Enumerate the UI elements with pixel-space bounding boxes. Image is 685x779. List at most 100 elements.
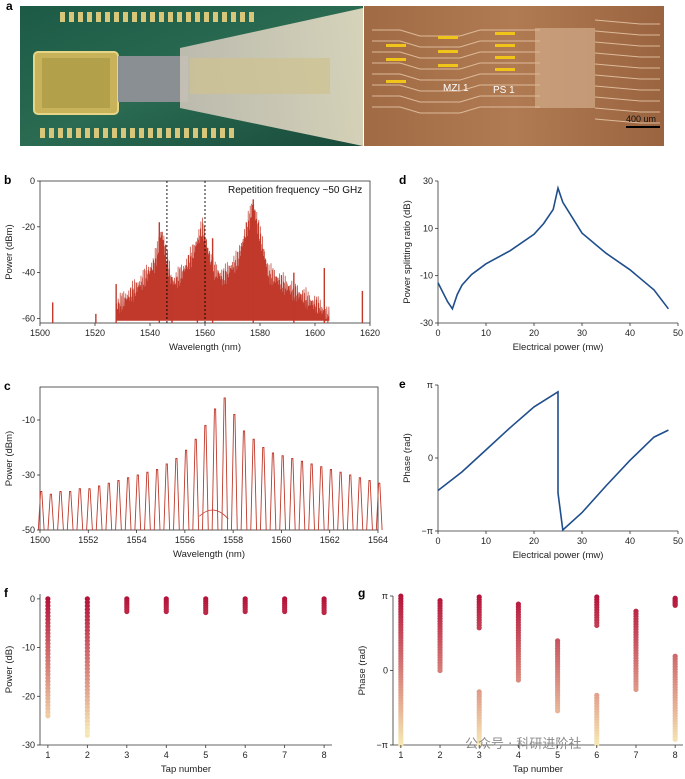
scale-bar-label: 400 um — [626, 114, 656, 124]
x-tick-label: 2 — [85, 750, 90, 760]
comb-line — [144, 471, 151, 531]
tap-point — [672, 602, 678, 608]
x-tick-label: 2 — [438, 750, 443, 760]
comb-line — [279, 455, 286, 531]
pcb-pad — [76, 128, 81, 138]
comb-line — [211, 408, 219, 531]
pcb-pad — [58, 128, 63, 138]
x-tick-label: 7 — [282, 750, 287, 760]
tap-point — [437, 667, 443, 674]
y-tick-label: 0 — [428, 453, 433, 463]
comb-line — [105, 482, 113, 531]
plot-axes — [437, 181, 678, 324]
comb-line — [337, 471, 344, 531]
waveguide — [372, 51, 540, 59]
x-tick-label: 40 — [625, 328, 635, 338]
y-axis-label: Power (dBm) — [4, 224, 15, 279]
pcb-pad — [175, 128, 180, 138]
x-tick-label: 10 — [481, 536, 491, 546]
phase-shifter — [438, 50, 458, 53]
x-tick-label: 50 — [673, 536, 683, 546]
x-tick-label: 5 — [555, 750, 560, 760]
y-tick-label: −π — [377, 740, 388, 750]
pcb-pad — [87, 12, 92, 22]
tap-point — [45, 713, 51, 719]
tap-point — [321, 609, 327, 616]
pcb-pad — [123, 12, 128, 22]
y-tick-label: 10 — [423, 223, 433, 233]
y-tick-label: π — [382, 591, 388, 601]
x-tick-label: 20 — [529, 328, 539, 338]
y-tick-label: -40 — [22, 268, 35, 278]
tap-point — [84, 732, 90, 738]
comb-line — [221, 397, 229, 531]
x-tick-label: 3 — [477, 750, 482, 760]
panel-label-a: a — [6, 0, 13, 13]
pcb-pad — [103, 128, 108, 138]
comb-line — [356, 477, 364, 531]
x-tick-label: 0 — [435, 328, 440, 338]
y-tick-label: -30 — [22, 470, 35, 480]
comb-line — [37, 491, 45, 531]
x-tick-label: 6 — [594, 750, 599, 760]
x-tick-label: 1558 — [223, 535, 243, 545]
x-tick-label: 1580 — [250, 328, 270, 338]
waveguide — [594, 96, 660, 102]
phase-shifter — [438, 36, 458, 39]
x-tick-label: 1600 — [305, 328, 325, 338]
y-tick-label: -10 — [420, 271, 433, 281]
pcb-pad — [193, 128, 198, 138]
comb-line — [346, 474, 354, 531]
waveguide — [372, 62, 540, 70]
comb-line — [115, 480, 122, 531]
x-tick-label: 8 — [322, 750, 327, 760]
pcb-pad — [150, 12, 155, 22]
tap-point — [633, 686, 639, 693]
x-tick-label: 1562 — [320, 535, 340, 545]
x-tick-label: 4 — [516, 750, 521, 760]
series-line — [437, 185, 670, 311]
waveguide — [594, 118, 660, 124]
y-tick-label: -10 — [22, 643, 35, 653]
y-tick-label: 0 — [383, 666, 388, 676]
comb-line — [66, 491, 74, 531]
x-axis-label: Wavelength (nm) — [173, 549, 245, 560]
tap-point — [594, 622, 600, 629]
pcb-pad — [78, 12, 83, 22]
waveguide — [594, 30, 660, 36]
x-tick-label: 1500 — [30, 328, 50, 338]
x-tick-label: 1 — [398, 750, 403, 760]
x-tick-label: 40 — [625, 536, 635, 546]
x-axis-label: Tap number — [161, 764, 211, 775]
y-tick-label: −π — [422, 526, 433, 536]
tap-point — [515, 677, 522, 683]
x-tick-label: 3 — [124, 750, 129, 760]
tap-point — [398, 742, 404, 748]
comb-line — [57, 491, 64, 531]
waveguide — [594, 19, 660, 25]
pcb-pad — [213, 12, 218, 22]
pcb-pad — [231, 12, 236, 22]
panel-label-c: c — [4, 379, 11, 393]
x-tick-label: 1560 — [195, 328, 215, 338]
x-tick-label: 50 — [673, 328, 683, 338]
chart-c: c 1500 1552 1554 1556 1558 1560 1562 1564 -10 -30 -… — [4, 379, 388, 560]
tap-point — [554, 708, 561, 714]
y-tick-label: 30 — [423, 176, 433, 186]
pcb-pad — [67, 128, 72, 138]
watermark: 公众号 · 科研进阶社 — [465, 736, 581, 752]
panel-label-f: f — [4, 586, 9, 600]
chart-b: b Repetition frequency ~50 GHz 1500 1520 154… — [4, 173, 380, 353]
x-tick-label: 10 — [481, 328, 491, 338]
y-tick-label: 0 — [30, 176, 35, 186]
pcb-pad — [202, 128, 207, 138]
waveguide — [594, 74, 660, 80]
x-tick-label: 1500 — [30, 535, 50, 545]
x-axis-label: Electrical power (mw) — [513, 342, 604, 353]
pcb-pad — [177, 12, 182, 22]
x-axis-label: Wavelength (nm) — [169, 342, 241, 353]
comb-line — [95, 485, 103, 531]
pcb-pad — [204, 12, 209, 22]
comb-line — [259, 447, 267, 531]
